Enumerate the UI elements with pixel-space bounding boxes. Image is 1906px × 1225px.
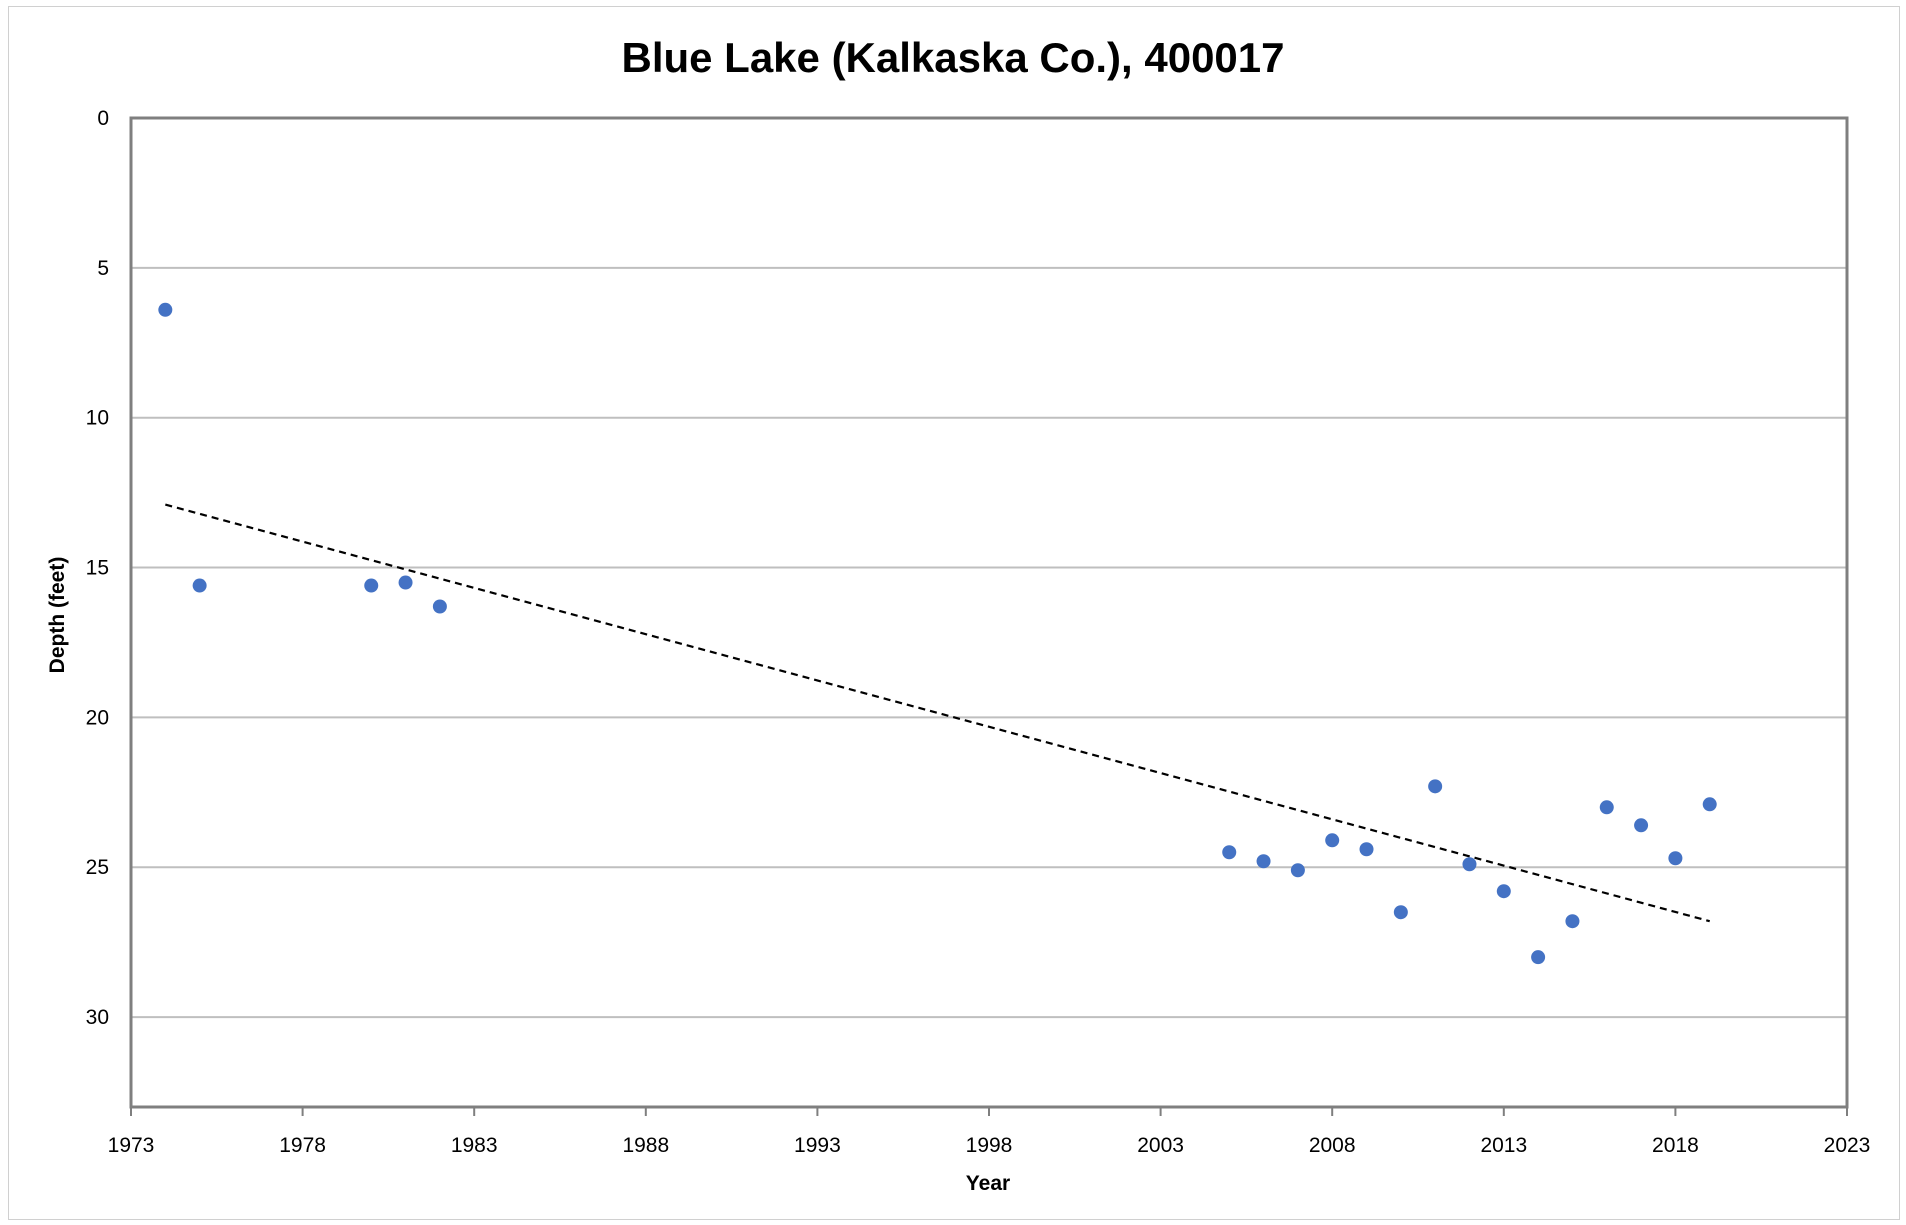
data-point-2017 — [1634, 818, 1649, 833]
x-tick-label-2013: 2013 — [1480, 1134, 1527, 1157]
y-tick-label-25: 25 — [86, 856, 109, 879]
x-tick-label-2008: 2008 — [1309, 1134, 1356, 1157]
data-point-1981 — [398, 575, 413, 590]
y-tick-label-20: 20 — [86, 706, 109, 729]
data-points — [158, 302, 1717, 965]
y-axis-label: Depth (feet) — [46, 557, 69, 674]
data-point-2019 — [1702, 797, 1717, 812]
data-point-2006 — [1256, 854, 1271, 869]
data-point-2009 — [1359, 842, 1374, 857]
data-point-2008 — [1325, 833, 1340, 848]
x-tick-label-1998: 1998 — [966, 1134, 1013, 1157]
plot-area-border — [129, 116, 1849, 1109]
data-point-2018 — [1668, 851, 1683, 866]
x-tick-label-1983: 1983 — [451, 1134, 498, 1157]
y-axis-ticks: 0 5 10 15 20 25 30 — [86, 107, 109, 1029]
y-tick-label-0: 0 — [97, 107, 109, 130]
data-point-1980 — [364, 578, 379, 593]
data-point-2010 — [1393, 905, 1408, 920]
data-point-2012 — [1462, 857, 1477, 872]
data-point-2011 — [1428, 779, 1443, 794]
x-tick-label-1988: 1988 — [622, 1134, 669, 1157]
data-point-2013 — [1496, 884, 1511, 899]
x-axis-label: Year — [966, 1172, 1010, 1195]
x-tick-label-2018: 2018 — [1652, 1134, 1699, 1157]
gridlines — [131, 266, 1847, 1019]
trendline — [165, 503, 1711, 923]
data-point-2015 — [1565, 914, 1580, 929]
data-point-2014 — [1531, 950, 1546, 965]
y-tick-label-15: 15 — [86, 557, 109, 580]
chart-title: Blue Lake (Kalkaska Co.), 400017 — [621, 34, 1284, 81]
trendline-group — [165, 503, 1711, 923]
x-tick-label-1973: 1973 — [108, 1134, 155, 1157]
y-tick-label-5: 5 — [97, 257, 109, 280]
axes — [129, 116, 1849, 1109]
data-point-2016 — [1599, 800, 1614, 815]
y-tick-label-10: 10 — [86, 407, 109, 430]
x-tick-label-2003: 2003 — [1137, 1134, 1184, 1157]
data-point-2007 — [1290, 863, 1305, 878]
data-point-2005 — [1222, 845, 1237, 860]
data-point-1974 — [158, 302, 173, 317]
x-tick-label-2023: 2023 — [1824, 1134, 1871, 1157]
x-tick-label-1978: 1978 — [279, 1134, 326, 1157]
y-tick-label-30: 30 — [86, 1006, 109, 1029]
x-axis-ticks: 1973 1978 1983 1988 1993 1998 2003 2008 2013 2018… — [108, 1107, 1871, 1157]
data-point-1975 — [192, 578, 207, 593]
data-point-1982 — [432, 599, 447, 614]
x-tick-label-1993: 1993 — [794, 1134, 841, 1157]
